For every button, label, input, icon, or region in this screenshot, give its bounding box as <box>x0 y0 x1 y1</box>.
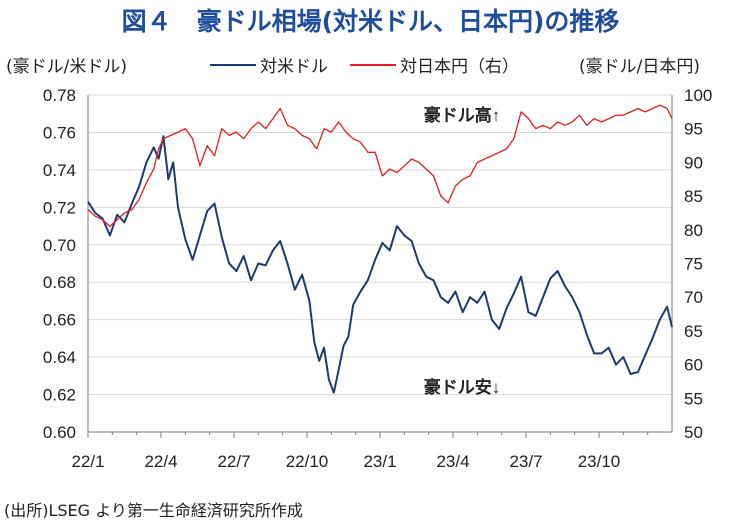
y-left-tick-label-5: 0.70 <box>43 236 76 255</box>
x-tick-label-1: 22/4 <box>144 452 177 471</box>
y-left-tick-label-2: 0.64 <box>43 348 76 367</box>
y-right-tick-label-4: 70 <box>684 288 703 307</box>
legend-item-jpy: 対日本円（右） <box>350 52 519 77</box>
x-tick-label-5: 23/4 <box>436 452 469 471</box>
right-axis-unit: (豪ドル/日本円) <box>579 57 700 77</box>
legend-item-usd: 対米ドル <box>210 52 328 77</box>
y-right-tick-label-2: 60 <box>684 356 703 375</box>
series-line-usd <box>87 135 673 394</box>
x-tick-label-2: 22/7 <box>217 452 250 471</box>
y-right-tick-label-5: 75 <box>684 255 703 274</box>
y-right-tick-label-6: 80 <box>684 221 703 240</box>
legend: 対米ドル 対日本円（右） <box>210 52 541 77</box>
y-left-tick-label-4: 0.68 <box>43 273 76 292</box>
x-tick-label-3: 22/10 <box>286 452 329 471</box>
x-tick-label-4: 23/1 <box>363 452 396 471</box>
legend-label-jpy: 対日本円（右） <box>400 57 519 77</box>
y-left-tick-label-9: 0.78 <box>43 86 76 105</box>
chart-title: 図４ 豪ドル相場(対米ドル、日本円)の推移 <box>121 7 620 36</box>
x-tick-label-6: 23/7 <box>509 452 542 471</box>
y-right-tick-label-8: 90 <box>684 153 703 172</box>
y-left-tick-label-1: 0.62 <box>43 386 76 405</box>
legend-swatch-usd <box>210 63 256 66</box>
left-axis-unit: (豪ドル/米ドル) <box>6 57 127 77</box>
y-left-tick-label-3: 0.66 <box>43 311 76 330</box>
y-left-tick-label-7: 0.74 <box>43 161 76 180</box>
y-right-tick-label-7: 85 <box>684 187 703 206</box>
series-line-jpy <box>87 104 673 228</box>
legend-swatch-jpy <box>350 63 396 66</box>
x-tick-label-7: 23/10 <box>578 452 621 471</box>
y-left-tick-label-8: 0.76 <box>43 123 76 142</box>
y-right-tick-label-9: 95 <box>684 120 703 139</box>
x-tick-label-0: 22/1 <box>71 452 104 471</box>
source-note: (出所)LSEG より第一生命経済研究所作成 <box>4 501 303 520</box>
annotation-aud-down: 豪ドル安↓ <box>424 377 501 397</box>
y-right-tick-label-1: 55 <box>684 389 703 408</box>
y-right-tick-label-0: 50 <box>684 423 703 442</box>
legend-label-usd: 対米ドル <box>260 57 328 77</box>
y-right-tick-label-10: 100 <box>684 86 712 105</box>
y-left-tick-label-6: 0.72 <box>43 198 76 217</box>
y-left-tick-label-0: 0.60 <box>43 423 76 442</box>
annotation-aud-up: 豪ドル高↑ <box>424 105 501 125</box>
y-right-tick-label-3: 65 <box>684 322 703 341</box>
